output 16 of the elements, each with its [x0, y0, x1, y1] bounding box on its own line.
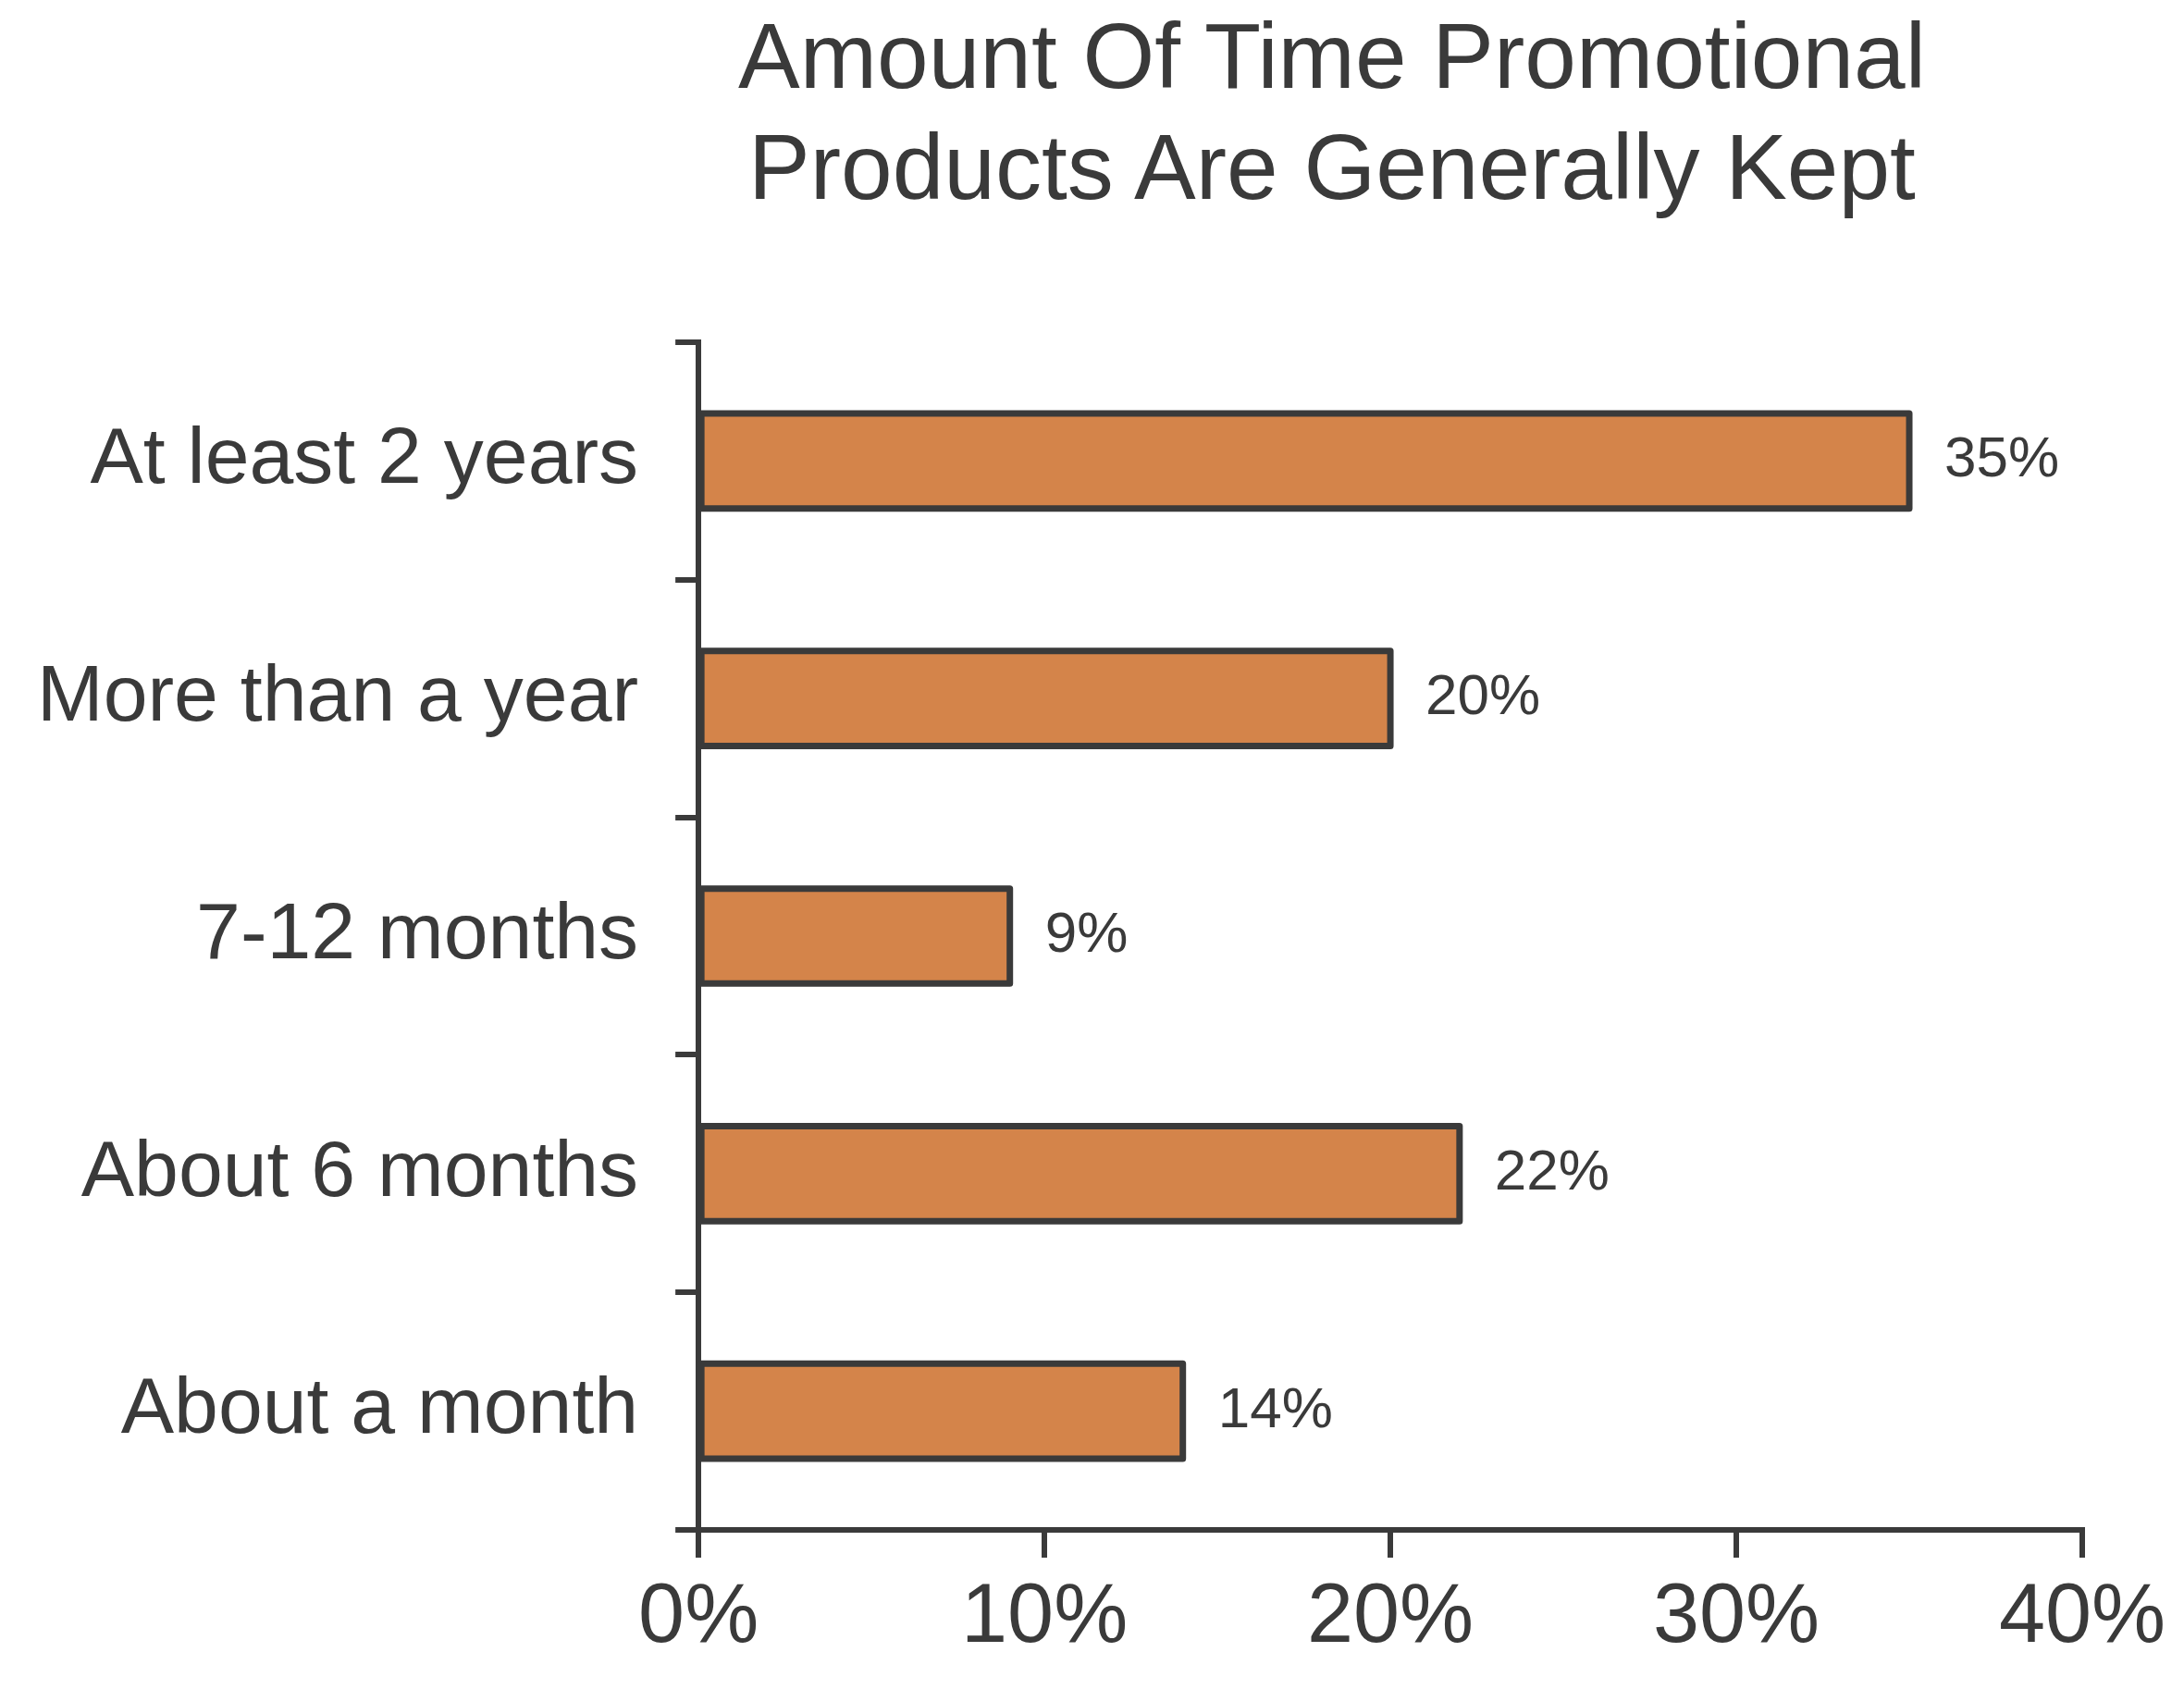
data-label: 35%	[1944, 425, 2060, 489]
y-tick-label: About 6 months	[80, 1123, 639, 1213]
y-tick-label: More than a year	[37, 647, 639, 737]
data-label: 9%	[1044, 900, 1129, 965]
data-label: 22%	[1494, 1137, 1610, 1202]
y-tick-label: 7-12 months	[196, 885, 639, 975]
x-tick-label: 30%	[1652, 1566, 1820, 1659]
x-tick-label: 0%	[638, 1566, 759, 1659]
x-tick-label: 10%	[961, 1566, 1129, 1659]
data-label: 20%	[1425, 662, 1541, 727]
y-tick-label: About a month	[120, 1361, 639, 1450]
x-tick-label: 20%	[1306, 1566, 1475, 1659]
data-label: 14%	[1217, 1375, 1333, 1439]
chart-title: Amount Of Time Promotional Products Are Generally Kept	[737, 3, 1927, 220]
x-tick-label: 40%	[1998, 1566, 2166, 1659]
y-tick-label: At least 2 years	[90, 411, 639, 500]
